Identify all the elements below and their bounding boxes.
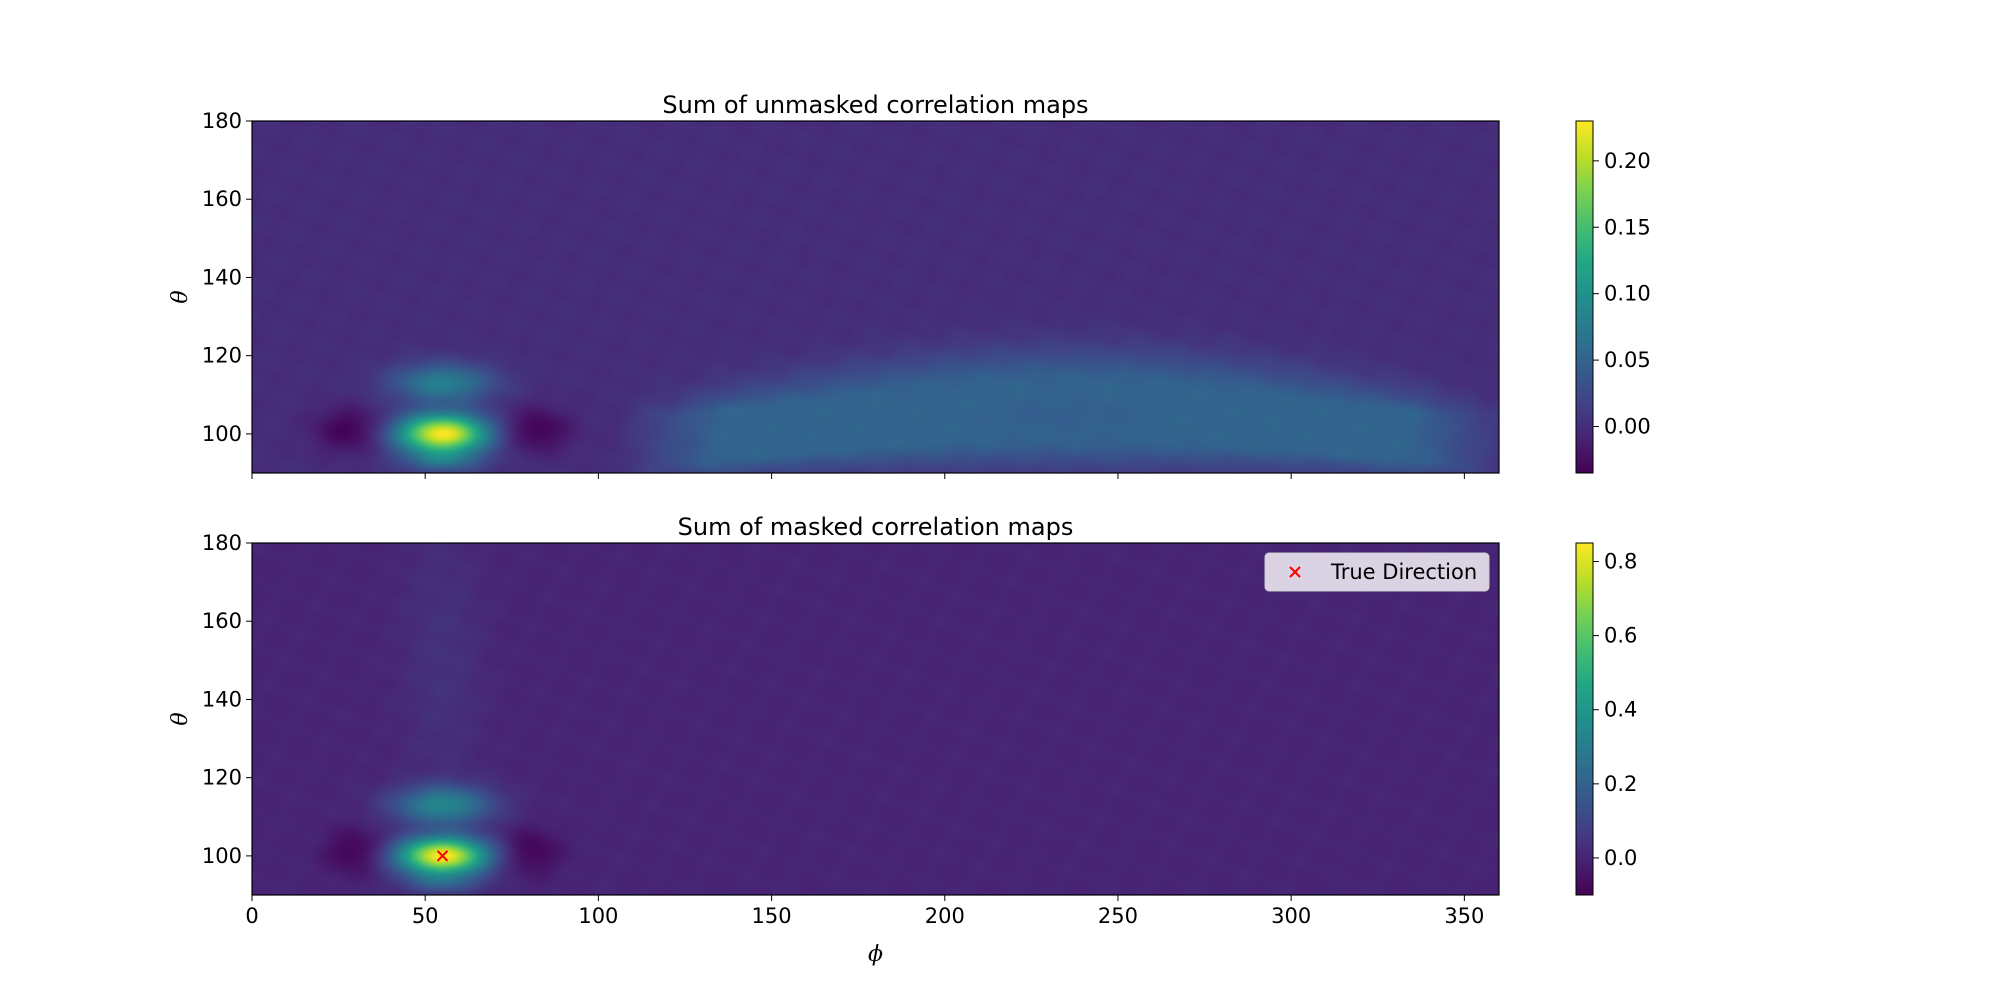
true-direction-marker	[436, 850, 449, 862]
colorbar-tick-label: 0.0	[1604, 846, 1637, 870]
panel-2: Sum of masked correlation maps 100 120 140 1…	[168, 513, 1637, 967]
legend: True Direction	[1264, 552, 1490, 592]
x-tick-label: 50	[412, 904, 439, 928]
plot-frame	[251, 120, 1500, 474]
x-axis-label: ϕ	[868, 942, 883, 967]
x-tick-label: 0	[245, 904, 258, 928]
plot-frame	[251, 542, 1500, 896]
y-tick-label: 120	[202, 344, 242, 368]
y-axis-label: θ	[168, 712, 193, 725]
y-tick-label: 180	[202, 531, 242, 555]
y-axis-label: θ	[168, 290, 193, 303]
y-tick-label: 100	[202, 422, 242, 446]
y-tick-label: 180	[202, 109, 242, 133]
legend-box	[1264, 552, 1490, 592]
colorbar-tick-label: 0.4	[1604, 698, 1637, 722]
y-tick-label: 100	[202, 844, 242, 868]
legend-marker	[1289, 566, 1301, 578]
heatmap-image	[252, 121, 1499, 473]
colorbar-tick-label: 0.2	[1604, 772, 1637, 796]
x-tick-label: 200	[925, 904, 965, 928]
x-tick-label: 300	[1271, 904, 1311, 928]
panel-1: Sum of unmasked correlation maps 100 120 14…	[168, 91, 1651, 479]
y-tick-label: 160	[202, 187, 242, 211]
colorbar-tick-label: 0.6	[1604, 624, 1637, 648]
colorbar	[1575, 542, 1594, 896]
chart-title: Sum of masked correlation maps	[678, 513, 1074, 541]
colorbar-tick-label: 0.00	[1604, 415, 1651, 439]
colorbar-tick-label: 0.15	[1604, 215, 1651, 239]
colorbar-tick-label: 0.10	[1604, 282, 1651, 306]
x-tick-label: 150	[752, 904, 792, 928]
legend-label: True Direction	[1330, 560, 1477, 584]
x-tick-label: 350	[1444, 904, 1484, 928]
colorbar-tick-label: 0.8	[1604, 550, 1637, 574]
y-tick-label: 140	[202, 265, 242, 289]
heatmap-image	[252, 543, 1499, 895]
colorbar-tick-label: 0.05	[1604, 348, 1651, 372]
chart-title: Sum of unmasked correlation maps	[662, 91, 1088, 119]
y-tick-label: 140	[202, 687, 242, 711]
colorbar-tick-label: 0.20	[1604, 149, 1651, 173]
colorbar	[1575, 120, 1594, 474]
y-tick-label: 160	[202, 609, 242, 633]
x-tick-label: 100	[578, 904, 618, 928]
x-tick-label: 250	[1098, 904, 1138, 928]
y-tick-label: 120	[202, 766, 242, 790]
